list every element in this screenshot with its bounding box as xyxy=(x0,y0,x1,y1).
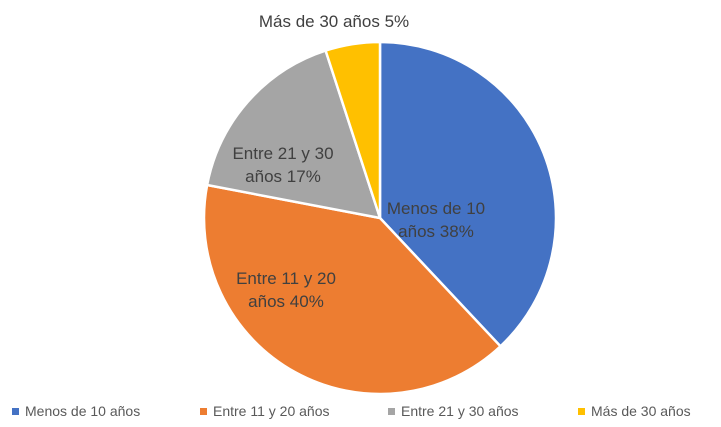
legend-swatch xyxy=(578,407,585,415)
pie-slice xyxy=(324,40,382,219)
label-category: Menos de 10 años xyxy=(386,199,486,241)
pie-slice xyxy=(202,183,503,396)
label-value: 40% xyxy=(289,292,324,311)
data-label: Más de 30 años 5% xyxy=(254,10,414,33)
legend-item: Más de 30 años xyxy=(578,403,691,419)
label-value: 38% xyxy=(439,222,474,241)
data-label: Entre 11 y 20 años 40% xyxy=(226,267,346,313)
legend-label: Entre 11 y 20 años xyxy=(213,403,330,419)
legend-label: Menos de 10 años xyxy=(25,403,141,419)
label-value: 17% xyxy=(286,167,321,186)
legend-swatch xyxy=(12,407,19,415)
legend-label: Entre 21 y 30 años xyxy=(401,403,519,419)
legend-item: Menos de 10 años xyxy=(12,403,140,419)
label-category: Entre 11 y 20 años xyxy=(236,269,336,311)
legend-swatch xyxy=(388,407,395,415)
label-category: Entre 21 y 30 años xyxy=(232,144,334,186)
legend-item: Entre 11 y 20 años xyxy=(200,403,329,419)
data-label: Entre 21 y 30 años 17% xyxy=(223,142,343,188)
label-category: Más de 30 años xyxy=(258,12,380,31)
pie-slice xyxy=(205,49,382,220)
legend-item: Entre 21 y 30 años xyxy=(388,403,519,419)
legend-label: Más de 30 años xyxy=(591,403,691,419)
data-label: Menos de 10 años 38% xyxy=(371,197,501,243)
legend-swatch xyxy=(200,407,207,415)
pie-slice xyxy=(378,40,558,349)
label-value: 5% xyxy=(384,12,410,31)
